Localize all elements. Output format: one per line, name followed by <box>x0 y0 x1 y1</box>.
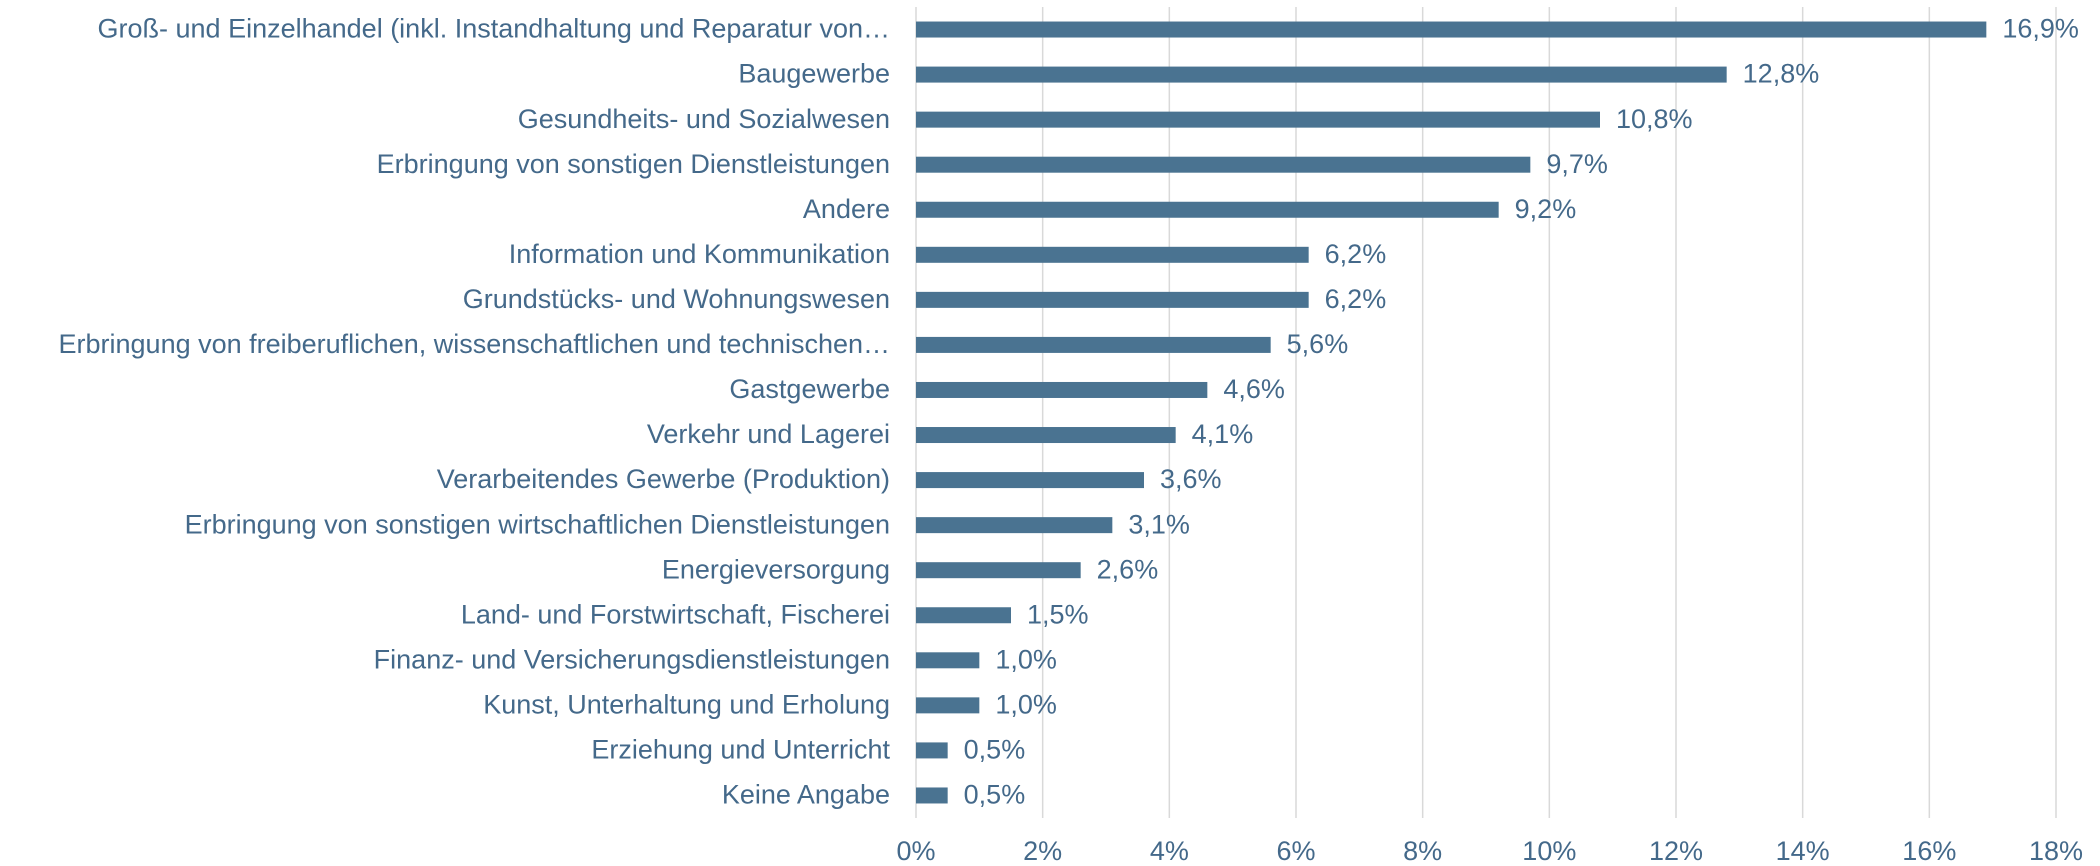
bar <box>916 427 1176 444</box>
y-tick-label: Verarbeitendes Gewerbe (Produktion) <box>437 464 890 494</box>
value-label: 12,8% <box>1743 59 1820 89</box>
value-label: 9,2% <box>1515 194 1577 224</box>
x-tick-label: 2% <box>1023 836 1062 866</box>
bar <box>916 156 1531 173</box>
bar <box>916 742 948 759</box>
y-tick-label: Gesundheits- und Sozialwesen <box>518 104 890 134</box>
y-tick-label: Land- und Forstwirtschaft, Fischerei <box>461 599 890 629</box>
bar <box>916 21 1987 38</box>
y-tick-label: Erziehung und Unterricht <box>591 735 890 765</box>
bar <box>916 652 980 669</box>
y-tick-label: Kunst, Unterhaltung und Erholung <box>483 689 890 719</box>
value-label: 10,8% <box>1616 104 1693 134</box>
bar <box>916 697 980 714</box>
value-label: 3,6% <box>1160 464 1222 494</box>
bar <box>916 111 1600 128</box>
bar <box>916 607 1011 624</box>
y-tick-label: Erbringung von sonstigen Dienstleistunge… <box>377 149 890 179</box>
y-tick-label: Grundstücks- und Wohnungswesen <box>463 284 890 314</box>
value-label: 1,0% <box>995 689 1057 719</box>
x-tick-label: 8% <box>1403 836 1442 866</box>
bar <box>916 66 1727 83</box>
bar <box>916 472 1144 489</box>
value-label: 16,9% <box>2002 14 2079 44</box>
y-tick-label: Erbringung von freiberuflichen, wissensc… <box>59 329 890 359</box>
value-label: 0,5% <box>964 735 1026 765</box>
value-label: 2,6% <box>1097 554 1159 584</box>
value-label: 3,1% <box>1128 509 1190 539</box>
y-tick-label: Verkehr und Lagerei <box>647 419 890 449</box>
value-label: 4,6% <box>1223 374 1285 404</box>
y-tick-label: Energieversorgung <box>662 554 890 584</box>
bar <box>916 787 948 804</box>
x-tick-label: 0% <box>896 836 935 866</box>
bar <box>916 336 1271 353</box>
value-label: 0,5% <box>964 780 1026 810</box>
value-label: 5,6% <box>1287 329 1349 359</box>
x-tick-label: 10% <box>1522 836 1576 866</box>
bar <box>916 291 1309 308</box>
value-label: 9,7% <box>1546 149 1608 179</box>
bar <box>916 517 1113 534</box>
y-tick-label: Andere <box>803 194 890 224</box>
x-tick-label: 4% <box>1150 836 1189 866</box>
y-tick-label: Information und Kommunikation <box>509 239 890 269</box>
bar <box>916 562 1081 579</box>
bar <box>916 246 1309 263</box>
value-label: 1,0% <box>995 644 1057 674</box>
x-tick-label: 12% <box>1649 836 1703 866</box>
x-tick-label: 16% <box>1902 836 1956 866</box>
x-tick-label: 6% <box>1276 836 1315 866</box>
x-tick-label: 14% <box>1776 836 1830 866</box>
value-label: 1,5% <box>1027 599 1089 629</box>
value-label: 6,2% <box>1325 239 1387 269</box>
x-tick-label: 18% <box>2029 836 2083 866</box>
y-tick-label: Baugewerbe <box>738 59 890 89</box>
bar <box>916 381 1208 398</box>
bar <box>916 201 1499 218</box>
y-tick-label: Groß- und Einzelhandel (inkl. Instandhal… <box>98 14 890 44</box>
y-tick-label: Keine Angabe <box>722 780 890 810</box>
y-tick-label: Gastgewerbe <box>729 374 890 404</box>
y-tick-label: Erbringung von sonstigen wirtschaftliche… <box>185 509 890 539</box>
y-tick-label: Finanz- und Versicherungsdienstleistunge… <box>374 644 890 674</box>
value-label: 4,1% <box>1192 419 1254 449</box>
value-label: 6,2% <box>1325 284 1387 314</box>
